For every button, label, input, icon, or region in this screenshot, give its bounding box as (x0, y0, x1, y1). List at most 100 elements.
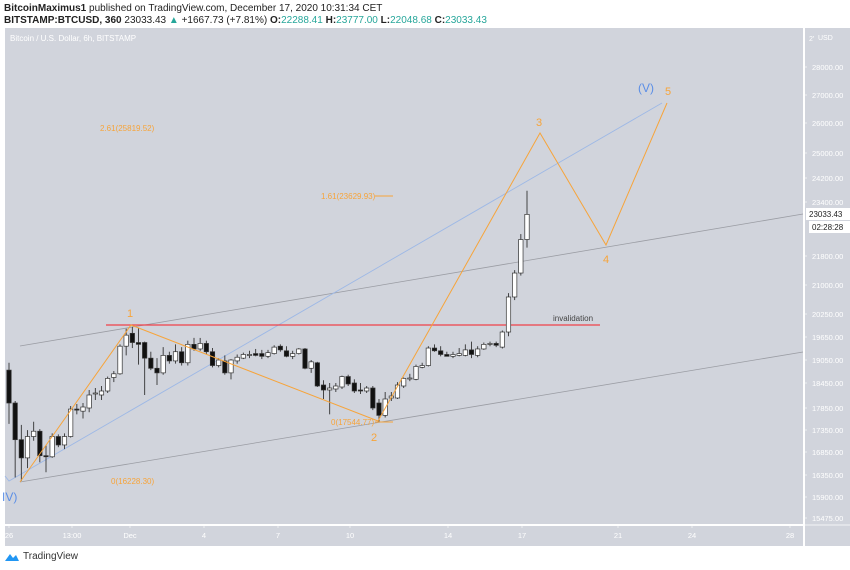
candle[interactable] (351, 379, 357, 393)
candle[interactable] (438, 346, 444, 357)
candle[interactable] (475, 346, 481, 358)
elliott-wave-path[interactable] (19, 102, 668, 483)
candle[interactable] (296, 348, 302, 355)
price-tick-label: 16850.00 (812, 448, 843, 457)
candle[interactable] (302, 348, 308, 370)
candle[interactable] (314, 361, 320, 387)
candle[interactable] (524, 190, 530, 248)
candle[interactable] (185, 340, 191, 366)
candle[interactable] (209, 348, 216, 368)
candle[interactable] (271, 345, 277, 355)
candle[interactable] (160, 347, 166, 375)
candle[interactable] (308, 360, 314, 373)
candle[interactable] (74, 404, 80, 415)
candle[interactable] (68, 406, 74, 438)
candle[interactable] (290, 350, 296, 360)
candle[interactable] (203, 340, 209, 355)
candle[interactable] (413, 364, 419, 381)
candle[interactable] (259, 349, 265, 360)
candle[interactable] (111, 371, 117, 383)
candle[interactable] (246, 350, 253, 359)
candle[interactable] (370, 386, 376, 411)
candle[interactable] (172, 344, 179, 364)
candle[interactable] (364, 386, 370, 393)
candle[interactable] (228, 359, 234, 380)
candle-body-down (222, 360, 228, 374)
candle[interactable] (98, 386, 105, 400)
candle[interactable] (166, 351, 172, 364)
candle[interactable] (148, 351, 154, 371)
candle[interactable] (86, 390, 92, 413)
lower-channel-line[interactable] (19, 351, 804, 483)
candle[interactable] (18, 424, 24, 481)
candle[interactable] (234, 354, 240, 364)
candle[interactable] (179, 347, 185, 366)
candle[interactable] (37, 429, 43, 463)
price-axis[interactable] (805, 28, 850, 546)
candle[interactable] (129, 326, 135, 349)
candle[interactable] (6, 362, 12, 424)
upper-channel-line[interactable] (19, 213, 804, 347)
candle[interactable] (265, 349, 271, 359)
candle-body-up (98, 390, 105, 396)
time-axis[interactable] (5, 526, 803, 546)
candle[interactable] (407, 373, 413, 382)
candle[interactable] (444, 351, 450, 357)
candle[interactable] (333, 383, 339, 392)
candle[interactable] (80, 403, 86, 419)
fib-0-label-b: 0(16228.30) (111, 477, 154, 486)
candle[interactable] (487, 341, 493, 347)
candle[interactable] (222, 355, 228, 375)
candle[interactable] (419, 362, 425, 369)
candle[interactable] (123, 328, 129, 356)
candle[interactable] (24, 430, 31, 469)
candle[interactable] (357, 383, 364, 394)
candle[interactable] (345, 374, 351, 386)
candle[interactable] (499, 330, 505, 349)
candle[interactable] (425, 346, 431, 367)
candle[interactable] (493, 341, 499, 348)
candle[interactable] (92, 388, 98, 400)
candle[interactable] (216, 358, 222, 368)
candle[interactable] (468, 341, 475, 359)
price-chart[interactable]: Bitcoin / U.S. Dollar, 6h, BITSTAMP 2800… (0, 28, 850, 548)
candle[interactable] (481, 342, 487, 350)
candle[interactable] (117, 344, 123, 375)
time-tick-label: 10 (346, 531, 354, 540)
candle[interactable] (320, 380, 327, 399)
candle[interactable] (55, 434, 61, 448)
candle[interactable] (43, 444, 49, 473)
candle[interactable] (277, 344, 283, 352)
candle[interactable] (154, 358, 160, 385)
price-axis-top-tick: 2' (809, 36, 814, 43)
candle[interactable] (339, 375, 345, 389)
candle[interactable] (382, 392, 388, 418)
candle[interactable] (450, 351, 456, 359)
candle[interactable] (105, 376, 111, 393)
candle[interactable] (327, 383, 333, 415)
candle[interactable] (512, 270, 518, 301)
candle[interactable] (456, 348, 462, 357)
author-name[interactable]: BitcoinMaximus1 (4, 3, 87, 14)
candle-body-up (456, 353, 462, 356)
candle[interactable] (376, 399, 382, 422)
tradingview-logo[interactable]: TradingView (4, 551, 78, 562)
candle[interactable] (31, 421, 37, 441)
candle[interactable] (401, 377, 407, 388)
candle[interactable] (462, 344, 468, 357)
candle[interactable] (431, 344, 438, 352)
candle[interactable] (240, 352, 246, 360)
candle[interactable] (394, 382, 401, 399)
plot-area[interactable] (5, 28, 803, 524)
candle[interactable] (12, 401, 18, 478)
candle[interactable] (61, 433, 68, 450)
candle[interactable] (135, 327, 142, 365)
candle[interactable] (197, 337, 203, 351)
blue-trendline[interactable] (4, 102, 663, 482)
candle[interactable] (142, 341, 148, 395)
candle[interactable] (518, 234, 524, 276)
candle[interactable] (283, 346, 290, 358)
candle[interactable] (505, 293, 512, 337)
open-value: 22288.41 (281, 15, 323, 26)
candle[interactable] (253, 348, 259, 357)
